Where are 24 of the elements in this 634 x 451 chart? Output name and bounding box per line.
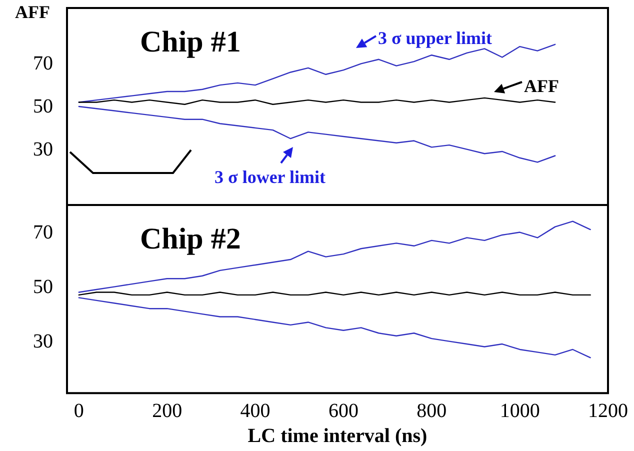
- x-axis-title: LC time interval (ns): [248, 425, 428, 447]
- line-series: [78, 220, 591, 293]
- x-tick-label: 600: [328, 400, 358, 422]
- y-tick-label: 30: [33, 330, 53, 352]
- line-series: [78, 297, 591, 358]
- x-tick-label: 800: [416, 400, 447, 422]
- x-tick-label: 200: [152, 400, 182, 422]
- y-axis-title: AFF: [15, 2, 50, 22]
- annotation: 3 σ upper limit: [378, 28, 492, 48]
- text: Chip #1: [140, 26, 241, 58]
- x-tick-label: 1000: [500, 400, 540, 422]
- y-tick-label: 50: [33, 96, 53, 118]
- annotation: AFF: [524, 76, 559, 96]
- x-tick-label: 0: [74, 400, 84, 422]
- x-tick-label: 400: [240, 400, 270, 422]
- line-series: [78, 97, 556, 105]
- y-tick-label: 30: [33, 138, 53, 160]
- text: Chip #2: [140, 222, 241, 256]
- annotation: 3 σ lower limit: [214, 167, 326, 187]
- y-tick-label: 50: [33, 276, 53, 298]
- x-tick-label: 1200: [588, 400, 628, 422]
- y-tick-label: 70: [33, 52, 53, 75]
- line-series: [78, 106, 556, 163]
- y-tick-label: 70: [33, 221, 53, 244]
